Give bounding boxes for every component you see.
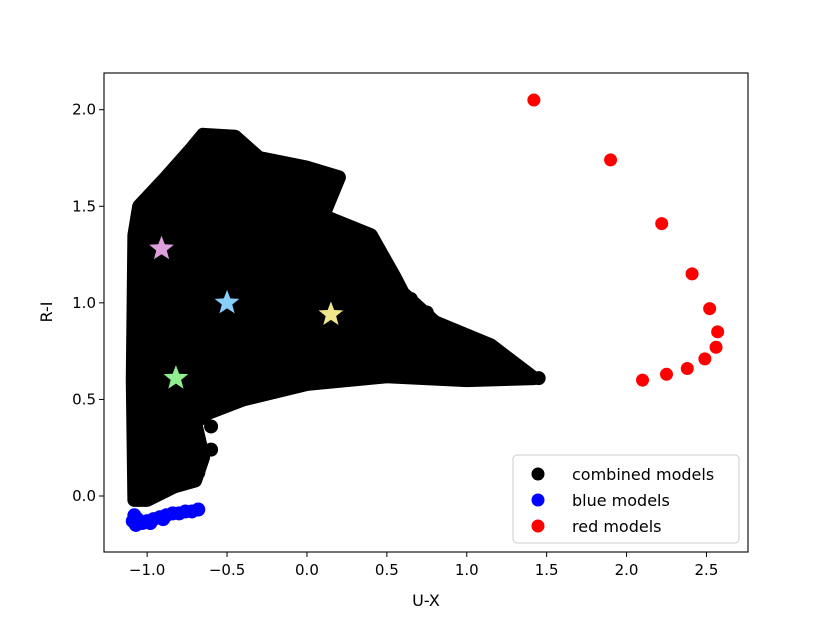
combined-model-point <box>531 371 546 386</box>
legend-label: red models <box>572 517 661 536</box>
star-marker <box>214 289 240 314</box>
combined-model-point <box>491 357 506 372</box>
legend-marker <box>531 519 545 533</box>
y-tick-label: 1.5 <box>72 197 96 215</box>
blue-model-point <box>156 512 171 527</box>
combined-model-point <box>291 166 306 181</box>
blue-model-point <box>130 512 145 527</box>
legend: combined models blue models red models <box>512 454 740 544</box>
blue-model-point <box>191 502 206 517</box>
star-marker <box>149 235 174 260</box>
red-model-point <box>711 325 725 339</box>
combined-model-point <box>443 357 458 372</box>
combined-model-point <box>267 156 282 171</box>
red-model-point <box>636 373 650 387</box>
y-tick-label: 0.0 <box>72 487 96 505</box>
red-model-point <box>698 352 712 366</box>
red-model-point <box>685 267 699 281</box>
y-tick-label: 0.5 <box>72 390 96 408</box>
combined-model-point <box>323 174 338 189</box>
star-marker <box>318 301 344 325</box>
x-axis-label: U-X <box>412 591 440 610</box>
combined-model-point <box>204 442 219 457</box>
x-tick-label: −0.5 <box>209 561 245 579</box>
x-tick-label: 0.5 <box>375 561 399 579</box>
combined-model-point <box>355 226 370 241</box>
red-model-point <box>709 340 723 354</box>
red-model-point <box>660 367 674 381</box>
red-model-point <box>527 93 541 107</box>
legend-marker <box>531 493 545 507</box>
x-tick-label: 0.0 <box>295 561 319 579</box>
combined-model-point <box>191 465 206 480</box>
y-axis-ticks: 0.0 0.5 1.0 1.5 2.0 <box>72 101 104 505</box>
y-tick-label: 2.0 <box>72 101 96 119</box>
y-axis-label: R-I <box>37 302 56 323</box>
x-tick-label: 2.5 <box>695 561 719 579</box>
combined-model-point <box>347 344 362 359</box>
x-tick-label: 2.0 <box>615 561 639 579</box>
combined-model-point <box>437 322 452 337</box>
red-models-series <box>527 93 725 387</box>
x-axis-ticks: −1.0 −0.5 0.0 0.5 1.0 1.5 2.0 2.5 <box>129 552 718 579</box>
red-model-point <box>655 217 669 231</box>
combined-model-point <box>515 369 530 384</box>
combined-model-point <box>204 419 219 434</box>
x-tick-label: 1.0 <box>455 561 479 579</box>
combined-model-point <box>395 353 410 368</box>
combined-model-point <box>467 346 482 361</box>
blue-model-point <box>143 516 158 531</box>
plot-frame <box>103 72 749 553</box>
combined-model-point <box>419 305 434 320</box>
x-tick-label: −1.0 <box>129 561 165 579</box>
y-tick-label: 1.0 <box>72 294 96 312</box>
x-tick-label: 1.5 <box>535 561 559 579</box>
legend-label: blue models <box>572 491 670 510</box>
legend-box <box>512 454 740 544</box>
star-marker <box>163 365 189 389</box>
blue-models-series <box>125 502 206 532</box>
legend-marker <box>531 467 545 481</box>
red-model-point <box>604 153 618 167</box>
red-model-point <box>703 302 717 316</box>
combined-model-point <box>403 291 418 306</box>
legend-label: combined models <box>572 465 714 484</box>
star-markers <box>149 235 344 389</box>
red-model-point <box>680 362 694 376</box>
combined-model-point <box>387 276 402 291</box>
